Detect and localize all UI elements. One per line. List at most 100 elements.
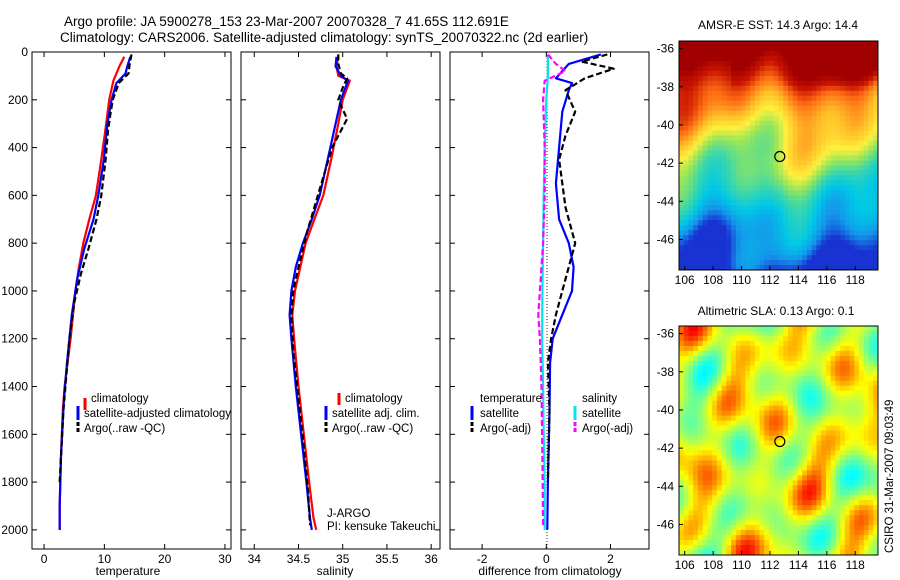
heatmap-cell xyxy=(773,175,779,181)
heatmap-cell xyxy=(840,60,846,67)
heatmap-cell xyxy=(726,326,732,332)
heatmap-cell xyxy=(802,155,808,161)
heatmap-cell xyxy=(716,120,723,127)
heatmap-cell xyxy=(778,520,784,526)
heatmap-cell xyxy=(859,80,865,87)
heatmap-cell xyxy=(802,90,808,97)
heatmap-cell xyxy=(825,326,832,332)
heatmap-cell xyxy=(849,445,855,451)
heatmap-cell xyxy=(811,375,817,382)
heatmap-cell xyxy=(868,326,874,332)
heatmap-cell xyxy=(754,205,760,211)
heatmap-cell xyxy=(787,445,794,451)
heatmap-cell xyxy=(816,75,822,82)
sla-map-panel: Altimetric SLA: 0.13 Argo: 0.1 106 108 110… xyxy=(657,304,879,572)
heatmap-cell xyxy=(802,250,808,256)
heatmap-cell xyxy=(806,125,813,132)
heatmap-cell xyxy=(849,425,855,431)
heatmap-cell xyxy=(854,375,860,382)
heatmap-cell xyxy=(750,435,756,441)
heatmap-cell xyxy=(754,545,760,551)
heatmap-cell xyxy=(683,185,689,191)
heatmap-cell xyxy=(797,440,803,446)
heatmap-cell xyxy=(683,525,689,531)
heatmap-cell xyxy=(816,165,822,171)
heatmap-cell xyxy=(769,505,775,511)
heatmap-cell xyxy=(783,355,789,362)
heatmap-cell xyxy=(783,510,789,516)
heatmap-cell xyxy=(740,350,746,357)
heatmap-cell xyxy=(797,170,803,176)
heatmap-cell xyxy=(712,95,718,102)
heatmap-cell xyxy=(759,200,765,206)
heatmap-cell xyxy=(778,55,784,62)
heatmap-cell xyxy=(811,326,817,332)
heatmap-cell xyxy=(821,265,827,271)
heatmap-cell xyxy=(740,255,746,261)
heatmap-cell xyxy=(802,245,808,251)
heatmap-cell xyxy=(740,140,746,146)
heatmap-cell xyxy=(868,450,874,456)
heatmap-cell xyxy=(859,520,865,526)
heatmap-cell xyxy=(830,520,836,526)
heatmap-cell xyxy=(693,545,699,551)
heatmap-cell xyxy=(679,490,685,496)
heatmap-cell xyxy=(702,200,708,206)
heatmap-cell xyxy=(863,225,869,231)
heatmap-cell xyxy=(750,375,756,382)
heatmap-cell xyxy=(811,415,817,421)
heatmap-cell xyxy=(707,545,713,551)
heatmap-cell xyxy=(821,105,827,112)
heatmap-cell xyxy=(712,60,718,67)
heatmap-cell xyxy=(726,380,732,387)
heatmap-cell xyxy=(716,430,723,436)
heatmap-cell xyxy=(731,220,737,226)
heatmap-cell xyxy=(811,125,817,132)
heatmap-cell xyxy=(721,170,727,176)
heatmap-cell xyxy=(821,455,827,461)
heatmap-cell xyxy=(811,465,817,471)
heatmap-cell xyxy=(773,205,779,211)
heatmap-cell xyxy=(716,440,723,446)
heatmap-cell xyxy=(702,90,708,97)
heatmap-cell xyxy=(740,100,746,107)
heatmap-cell xyxy=(683,220,689,226)
heatmap-cell xyxy=(797,45,803,52)
heatmap-cell xyxy=(825,255,832,261)
heatmap-cell xyxy=(816,460,822,466)
heatmap-cell xyxy=(863,535,869,541)
heatmap-cell xyxy=(721,215,727,221)
heatmap-cell xyxy=(783,480,789,486)
heatmap-cell xyxy=(863,55,869,62)
heatmap-cell xyxy=(679,360,685,367)
heatmap-cell xyxy=(716,520,723,526)
heatmap-cell xyxy=(806,415,813,421)
heatmap-cell xyxy=(712,385,718,392)
heatmap-cell xyxy=(811,370,817,377)
heatmap-cell xyxy=(792,340,798,347)
heatmap-cell xyxy=(688,485,694,491)
heatmap-cell xyxy=(849,100,855,107)
heatmap-cell xyxy=(712,435,718,441)
heatmap-cell xyxy=(721,425,727,431)
heatmap-cell xyxy=(792,470,798,476)
heatmap-cell xyxy=(787,140,794,146)
heatmap-cell xyxy=(859,430,865,436)
heatmap-cell xyxy=(754,65,760,72)
heatmap-cell xyxy=(769,110,775,117)
heatmap-cell xyxy=(873,75,879,82)
heatmap-cell xyxy=(783,70,789,77)
heatmap-cell xyxy=(787,355,794,362)
heatmap-cell xyxy=(849,535,855,541)
heatmap-cell xyxy=(754,335,760,342)
heatmap-cell xyxy=(688,340,694,347)
y-tick-label: 2000 xyxy=(1,523,28,537)
heatmap-cell xyxy=(806,440,813,446)
heatmap-cell xyxy=(816,255,822,261)
heatmap-cell xyxy=(792,235,798,241)
heatmap-cell xyxy=(683,245,689,251)
heatmap-cell xyxy=(778,250,784,256)
heatmap-cell xyxy=(787,245,794,251)
heatmap-cell xyxy=(806,235,813,241)
heatmap-cell xyxy=(745,460,751,466)
